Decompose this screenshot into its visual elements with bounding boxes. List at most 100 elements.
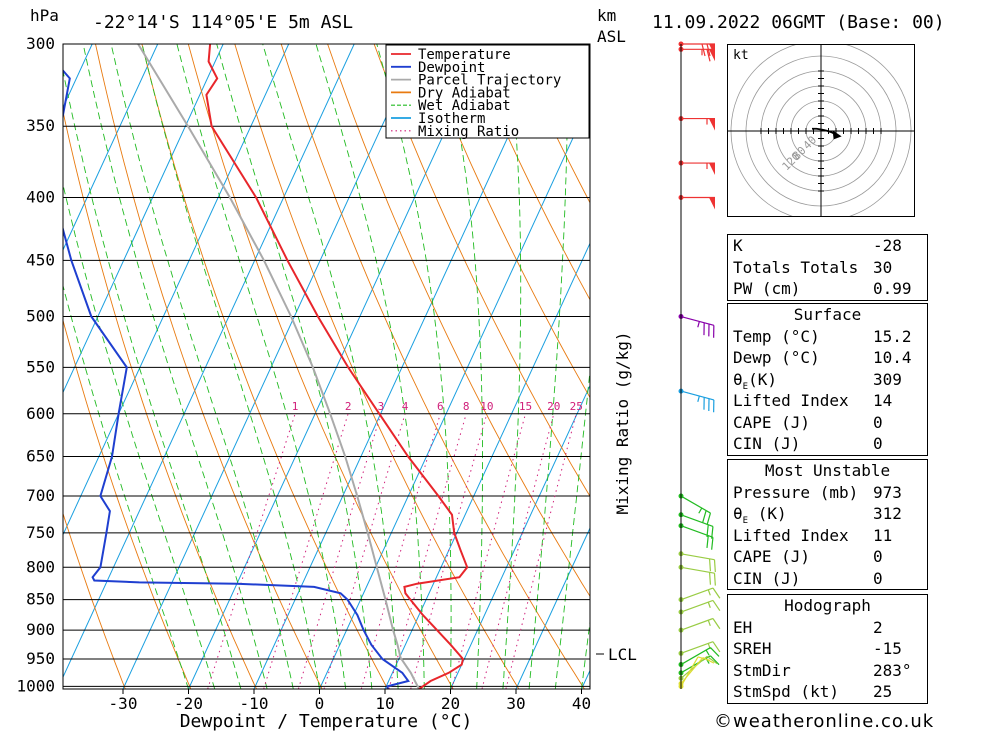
wind-barb bbox=[678, 587, 721, 603]
wind-barb bbox=[678, 617, 721, 633]
station-location: -22°14'S 114°05'E 5m ASL bbox=[93, 12, 354, 33]
y-tick-label: 950 bbox=[26, 649, 55, 668]
wet-adiabat-line bbox=[528, 44, 568, 689]
wind-barb-half-flag bbox=[707, 601, 711, 608]
y-tick-label: 400 bbox=[26, 187, 55, 206]
surface-cin-label: CIN (J) bbox=[733, 434, 801, 453]
mixing-ratio-axis-title: Mixing Ratio (g/kg) bbox=[613, 331, 632, 514]
stmspd-label: StmSpd (kt) bbox=[733, 682, 839, 701]
wet-adiabat-line bbox=[216, 44, 373, 689]
wet-adiabat-line bbox=[63, 284, 189, 689]
isotherm-line bbox=[0, 44, 27, 689]
wind-barb-flag bbox=[708, 572, 712, 585]
surface-temp-value: 15.2 bbox=[873, 326, 912, 346]
isotherm-line bbox=[384, 242, 590, 689]
mixing-ratio-line bbox=[410, 413, 488, 689]
surface-li-value: 14 bbox=[873, 391, 893, 410]
mixing-ratio-label: 1 bbox=[292, 400, 299, 413]
wind-barb bbox=[678, 160, 715, 176]
mu-theta-e-subscript: E bbox=[742, 516, 749, 527]
isotherm-line bbox=[319, 99, 590, 689]
wind-barb bbox=[678, 314, 715, 338]
forecast-datetime: 11.09.2022 06GMT (Base: 00) bbox=[652, 12, 945, 33]
dewpoint-line bbox=[63, 69, 410, 689]
wind-barb-flag bbox=[710, 647, 720, 657]
mu-pressure-value: 973 bbox=[873, 482, 902, 502]
k-index-label: K bbox=[733, 236, 743, 255]
surface-title: Surface bbox=[793, 305, 862, 324]
dry-adiabat-line bbox=[187, 44, 454, 689]
surface-temp-label: Temp (°C) bbox=[733, 326, 820, 346]
legend-label: Wet Adiabat bbox=[418, 98, 511, 114]
isotherm-line bbox=[253, 44, 552, 689]
hodograph-trace bbox=[812, 127, 837, 136]
totals-totals-label: Totals Totals bbox=[733, 257, 859, 277]
mixing-ratio-label: 15 bbox=[519, 400, 532, 413]
isotherm-line bbox=[63, 44, 355, 679]
pw-value: 0.99 bbox=[873, 279, 912, 298]
surface-theta-e-value: 309 bbox=[873, 369, 902, 389]
surface-panel: Surface Temp (°C) 15.2 Dewp (°C) 10.4 θE(K… bbox=[727, 303, 928, 456]
wind-barb-half-flag bbox=[698, 507, 703, 514]
wind-barb-pennant bbox=[709, 163, 715, 176]
wind-barb-flag bbox=[712, 641, 721, 653]
hodograph-arrow bbox=[832, 130, 842, 140]
wind-barb-half-flag bbox=[705, 649, 710, 656]
wind-barb bbox=[678, 388, 715, 413]
x-tick-label: 20 bbox=[441, 694, 460, 713]
y-tick-label: 650 bbox=[26, 447, 55, 466]
legend-label: Temperature bbox=[418, 47, 511, 63]
mixing-ratio-label: 8 bbox=[463, 400, 470, 413]
wind-barb bbox=[678, 523, 714, 550]
copyright-link[interactable]: ©weatheronline.co.uk bbox=[714, 711, 935, 732]
pressure-unit-label: hPa bbox=[30, 6, 59, 25]
wind-barb-flag bbox=[713, 559, 716, 573]
wind-barb-staff bbox=[680, 617, 714, 631]
x-tick-label: 30 bbox=[506, 694, 525, 713]
isotherm-line bbox=[188, 44, 486, 689]
wind-barb-pennant bbox=[709, 197, 715, 210]
wind-barb-pennant bbox=[709, 118, 715, 131]
y-tick-label: 1000 bbox=[16, 676, 55, 695]
wind-barb-staff bbox=[680, 553, 715, 561]
dry-adiabat-line bbox=[95, 44, 323, 689]
wind-barb-half-flag bbox=[697, 395, 700, 402]
wind-barb-flag bbox=[706, 512, 712, 526]
mu-cin-value: 0 bbox=[873, 568, 883, 588]
mixing-ratio-line bbox=[360, 413, 441, 689]
mixing-ratio-label: 10 bbox=[480, 400, 493, 413]
dry-adiabat-line bbox=[373, 44, 590, 498]
wind-barb-flag bbox=[712, 587, 721, 599]
totals-totals-value: 30 bbox=[873, 257, 893, 277]
mu-cape-value: 0 bbox=[873, 547, 883, 566]
legend-label: Dry Adiabat bbox=[418, 85, 511, 101]
km-label: km bbox=[597, 6, 617, 25]
most-unstable-title: Most Unstable bbox=[764, 461, 891, 480]
wind-barb bbox=[678, 194, 715, 210]
surface-theta-e-subscript: E bbox=[742, 381, 749, 392]
mu-theta-e-unit: (K) bbox=[757, 504, 787, 523]
hodograph-stats-title: Hodograph bbox=[784, 596, 871, 615]
wind-barb-flag bbox=[712, 618, 721, 630]
isotherm-line bbox=[63, 44, 224, 394]
wind-barb bbox=[678, 116, 715, 131]
temperature-line bbox=[205, 44, 469, 689]
wind-barb-staff bbox=[680, 655, 711, 674]
wind-barb-flag bbox=[708, 558, 712, 572]
dry-adiabat-line bbox=[63, 109, 257, 689]
stmdir-label: StmDir bbox=[733, 660, 791, 680]
mu-li-value: 11 bbox=[873, 525, 893, 545]
isotherm-line bbox=[450, 384, 590, 689]
dry-adiabat-line bbox=[327, 44, 590, 598]
mixing-ratio-line bbox=[297, 413, 382, 689]
mixing-ratio-label: 25 bbox=[570, 400, 583, 413]
x-tick-label: 40 bbox=[572, 694, 591, 713]
stmspd-value: 25 bbox=[873, 682, 893, 701]
mixing-ratio-label: 3 bbox=[378, 400, 385, 413]
wind-barb-staff bbox=[680, 656, 699, 687]
wet-adiabat-line bbox=[554, 366, 590, 689]
mu-theta-e-value: 312 bbox=[873, 504, 902, 523]
mixing-ratio-line bbox=[451, 413, 526, 689]
